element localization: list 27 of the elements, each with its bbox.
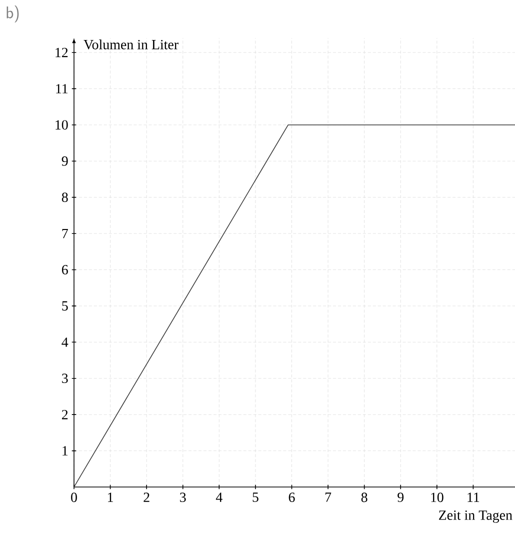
x-tick-label: 8 bbox=[361, 492, 368, 502]
y-tick-label: 8 bbox=[62, 192, 68, 202]
y-tick-label: 9 bbox=[62, 156, 68, 166]
x-tick-label: 0 bbox=[71, 492, 77, 502]
y-tick-label: 1 bbox=[62, 446, 68, 456]
x-tick-label: 7 bbox=[325, 492, 332, 502]
x-tick-label: 5 bbox=[252, 492, 258, 502]
x-tick-label: 6 bbox=[288, 492, 295, 502]
x-tick-label: 11 bbox=[468, 492, 480, 502]
x-axis-title: Zeit in Tagen bbox=[439, 510, 512, 523]
x-tick-label: 10 bbox=[431, 492, 444, 502]
y-tick-label: 6 bbox=[62, 265, 68, 274]
y-tick-label: 7 bbox=[62, 228, 68, 238]
y-tick-label: 11 bbox=[56, 84, 68, 94]
y-tick-label: 3 bbox=[62, 374, 68, 384]
y-tick-label: 4 bbox=[62, 338, 68, 347]
x-tick-label: 4 bbox=[216, 492, 222, 502]
y-tick-label: 5 bbox=[62, 301, 68, 311]
x-tick-label: 3 bbox=[180, 492, 186, 502]
y-axis-title: Volumen in Liter bbox=[84, 40, 178, 50]
y-tick-label: 12 bbox=[56, 48, 68, 58]
text: b) bbox=[6, 6, 19, 22]
x-tick-label: 2 bbox=[144, 492, 150, 502]
x-tick-label: 1 bbox=[108, 492, 113, 502]
y-tick-label: 10 bbox=[56, 120, 68, 130]
y-tick-label: 2 bbox=[62, 410, 68, 420]
x-tick-label: 9 bbox=[398, 492, 404, 502]
